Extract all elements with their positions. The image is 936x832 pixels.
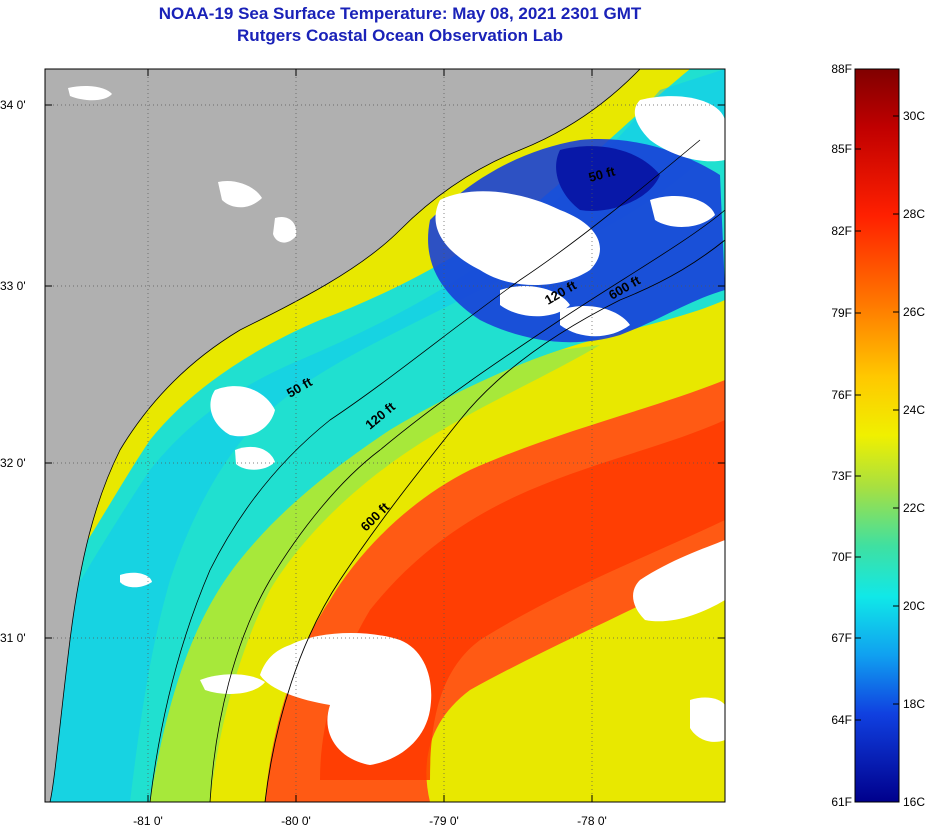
colorbar-c-label: 20C: [903, 599, 926, 613]
latitude-label: 34 0': [0, 98, 26, 112]
colorbar-f-label: 79F: [831, 306, 852, 320]
colorbar-c-label: 16C: [903, 795, 926, 809]
longitude-label: -78 0': [577, 814, 607, 828]
colorbar-f-label: 76F: [831, 388, 852, 402]
coastline: [49, 69, 641, 802]
axis-ticks: [45, 69, 725, 802]
cloud-cover: [68, 86, 725, 765]
contour-600ft: [264, 239, 725, 802]
colorbar-c-label: 22C: [903, 501, 926, 515]
colorbar-c-label: 26C: [903, 305, 926, 319]
longitude-label: -81 0': [133, 814, 163, 828]
colorbar-c-label: 18C: [903, 697, 926, 711]
colorbar-c-label: 24C: [903, 403, 926, 417]
colorbar-f-label: 82F: [831, 224, 852, 238]
grid-lines: [45, 69, 725, 802]
colorbar-f-label: 70F: [831, 550, 852, 564]
colorbar-f-label: 64F: [831, 713, 852, 727]
colorbar-ticks: [855, 115, 899, 721]
colorbar: [854, 68, 900, 803]
land-mass: [45, 69, 640, 802]
colorbar-f-label: 67F: [831, 631, 852, 645]
colorbar-f-label: 88F: [831, 62, 852, 76]
contour-120ft: [209, 209, 725, 802]
map-plot-area: 50 ft 120 ft 600 ft 50 ft 120 ft 600 ft: [45, 69, 725, 802]
contour-50ft: [149, 139, 701, 802]
shelf-mid-water: [150, 345, 600, 802]
colorbar-f-label: 85F: [831, 142, 852, 156]
contour-label: 50 ft: [587, 163, 617, 185]
longitude-label: -79 0': [429, 814, 459, 828]
colorbar-c-label: 30C: [903, 109, 926, 123]
latitude-label: 32 0': [0, 456, 26, 470]
longitude-label: -80 0': [281, 814, 311, 828]
colorbar-f-label: 73F: [831, 469, 852, 483]
colorbar-c-label: 28C: [903, 207, 926, 221]
map-frame: [44, 68, 726, 803]
map-title: NOAA-19 Sea Surface Temperature: May 08,…: [158, 4, 642, 23]
colorbar-f-label: 61F: [831, 795, 852, 809]
map-subtitle: Rutgers Coastal Ocean Observation Lab: [237, 26, 563, 45]
latitude-label: 33 0': [0, 279, 26, 293]
latitude-label: 31 0': [0, 631, 26, 645]
